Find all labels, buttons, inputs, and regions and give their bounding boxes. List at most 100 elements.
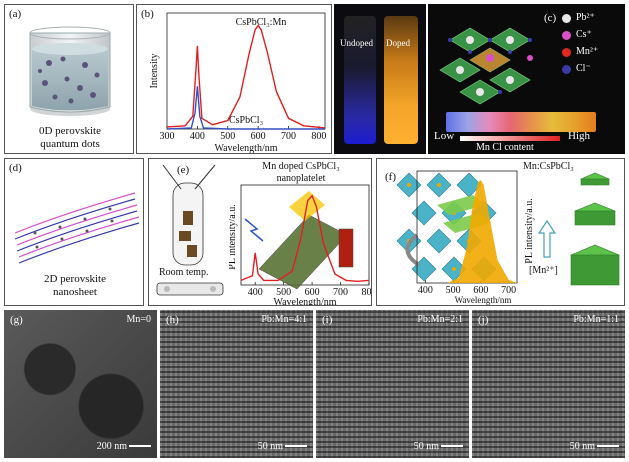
panel-b: (b) Intensity Wavelength/nm CsPbCl₃:Mn C… [136,4,332,154]
legend-label: Pb²⁺ [576,12,595,23]
panel-f-label: (f) [385,171,396,183]
panel-a: (a) 0D perovskite quantum dots [4,4,134,154]
x-tick-label: 500 [220,131,235,142]
legend-swatch [562,48,571,57]
legend-swatch [562,65,571,74]
panel-b-label: (b) [141,8,154,20]
series-area [417,180,517,283]
tem-panel-label: (i) [322,314,333,326]
tem-scale-label: 50 nm [257,441,283,452]
scale-high-label: High [568,130,590,142]
doped-label: Doped [386,38,410,48]
tem-image: (i) Pb:Mn=2:1 50 nm [316,310,469,458]
panel-a-label: (a) [9,8,22,20]
panel-f-title: Mn:CsPbCl₃ [523,161,574,172]
room-temp-label: Room temp. [159,267,209,278]
panel-f: (f) Mn:CsPbCl₃ Wavelength/nm 400 500 600 70… [376,158,625,306]
series-line [166,24,326,129]
panel-d-label: (d) [9,162,22,174]
x-tick-label: 600 [473,285,488,296]
tem-image: (g) Mn=0 200 nm [4,310,157,458]
tem-scale-label: 200 nm [96,441,127,452]
scale-bar [129,445,151,447]
panel-e-label: (e) [177,164,190,176]
tem-scale-label: 50 nm [413,441,439,452]
x-tick-label: 700 [501,285,516,296]
x-tick-label: 400 [190,131,205,142]
doped-vial [384,16,418,144]
tem-panel-label: (g) [10,314,23,326]
tem-ratio-label: Pb:Mn=2:1 [417,314,463,325]
panel-d-caption-line1: 2D perovskite [43,273,106,285]
scale-title: Mn Cl content [476,142,534,153]
increase-arrow-icon [537,219,557,258]
x-axis-label: Wavelength/nm [214,143,277,154]
crystal-structure [439,27,533,105]
undoped-series-label: CsPbCl₃ [229,115,263,126]
x-tick-label: 400 [248,287,263,298]
pl-spectrum-chart-e: PL intensity/a.u. Wavelength/nm 400 500 60… [229,184,373,306]
mn-concentration-label: [Mn²⁺] [529,265,558,276]
y-axis-label: PL intensity/a.u. [229,204,238,269]
legend-label: Cs⁺ [576,29,592,40]
panel-d: (d) 2D perovskite nanosheet [4,158,144,306]
x-tick-label: 500 [446,285,461,296]
legend-label: Mn²⁺ [576,46,599,57]
panel-e: (e) Room temp. Mn doped CsPbCl₃ nanoplat… [148,158,372,306]
panel-a-caption-line2: quantum dots [40,138,100,150]
nanosheet-illustration [14,192,140,264]
doped-series-label: CsPbCl₃:Mn [236,17,287,28]
x-tick-label: 800 [311,131,326,142]
x-axis-label: Wavelength/nm [455,295,512,305]
x-tick-label: 300 [160,131,175,142]
tem-panel-label: (h) [166,314,179,326]
y-axis-label: PL intensity/a.u. [524,198,535,263]
panel-d-caption-line2: nanosheet [53,286,97,298]
tem-scale-label: 50 nm [569,441,595,452]
tem-ratio-label: Mn=0 [126,314,151,325]
y-axis-label: Intensity [149,54,160,89]
quantum-dots [38,56,100,104]
panel-c: (c) Pb²⁺ Cs⁺ Mn²⁺ Cl⁻ Low High Mn Cl conten… [428,4,625,154]
tem-ratio-label: Pb:Mn=1:1 [573,314,619,325]
stacked-nanoplatelets [570,172,620,286]
panel-a-caption: 0D perovskite quantum dots [5,125,133,151]
panel-e-title-line1: Mn doped CsPbCl₃ [262,161,340,172]
vials-photo: Undoped Doped [334,4,426,154]
legend-label: Cl⁻ [576,63,591,74]
scale-low-label: Low [434,130,455,142]
panel-a-caption-line1: 0D perovskite [38,125,101,137]
x-axis-label: Wavelength/nm [273,297,336,306]
tem-image: (j) Pb:Mn=1:1 50 nm [472,310,625,458]
x-tick-label: 600 [251,131,266,142]
pl-y-axis-label-f: PL intensity/a.u. [524,198,535,263]
x-tick-label: 700 [281,131,296,142]
undoped-vial [344,16,376,144]
mn-content-bar [460,136,560,141]
scale-bar [285,445,307,447]
x-tick-label: 500 [276,287,291,298]
panel-e-title: Mn doped CsPbCl₃ nanoplatelet [229,161,371,185]
x-tick-label: 400 [418,285,433,296]
x-tick-label: 700 [333,287,348,298]
x-tick-label: 800 [362,287,373,298]
series-line [166,86,325,130]
tem-panel-label: (j) [478,314,489,326]
emission-spectrum-chart: Intensity Wavelength/nm CsPbCl₃:Mn CsPbC… [149,12,326,154]
legend-swatch [562,14,571,23]
legend-swatch [562,31,571,40]
scale-bar [597,445,619,447]
tem-image: (h) Pb:Mn=4:1 50 nm [160,310,313,458]
panel-c-label: (c) [544,12,557,24]
panel-e-title-line2: nanoplatelet [276,173,326,184]
beaker-illustration [29,26,111,116]
synthesis-setup [156,164,224,296]
vial-row [446,112,596,132]
scale-bar [441,445,463,447]
pl-spectrum-chart-f: Wavelength/nm 400 500 600 700 [416,170,518,305]
x-tick-label: 600 [305,287,320,298]
tem-ratio-label: Pb:Mn=4:1 [261,314,307,325]
panel-d-caption: 2D perovskite nanosheet [5,273,143,299]
series-line [240,194,370,283]
undoped-label: Undoped [340,38,373,48]
